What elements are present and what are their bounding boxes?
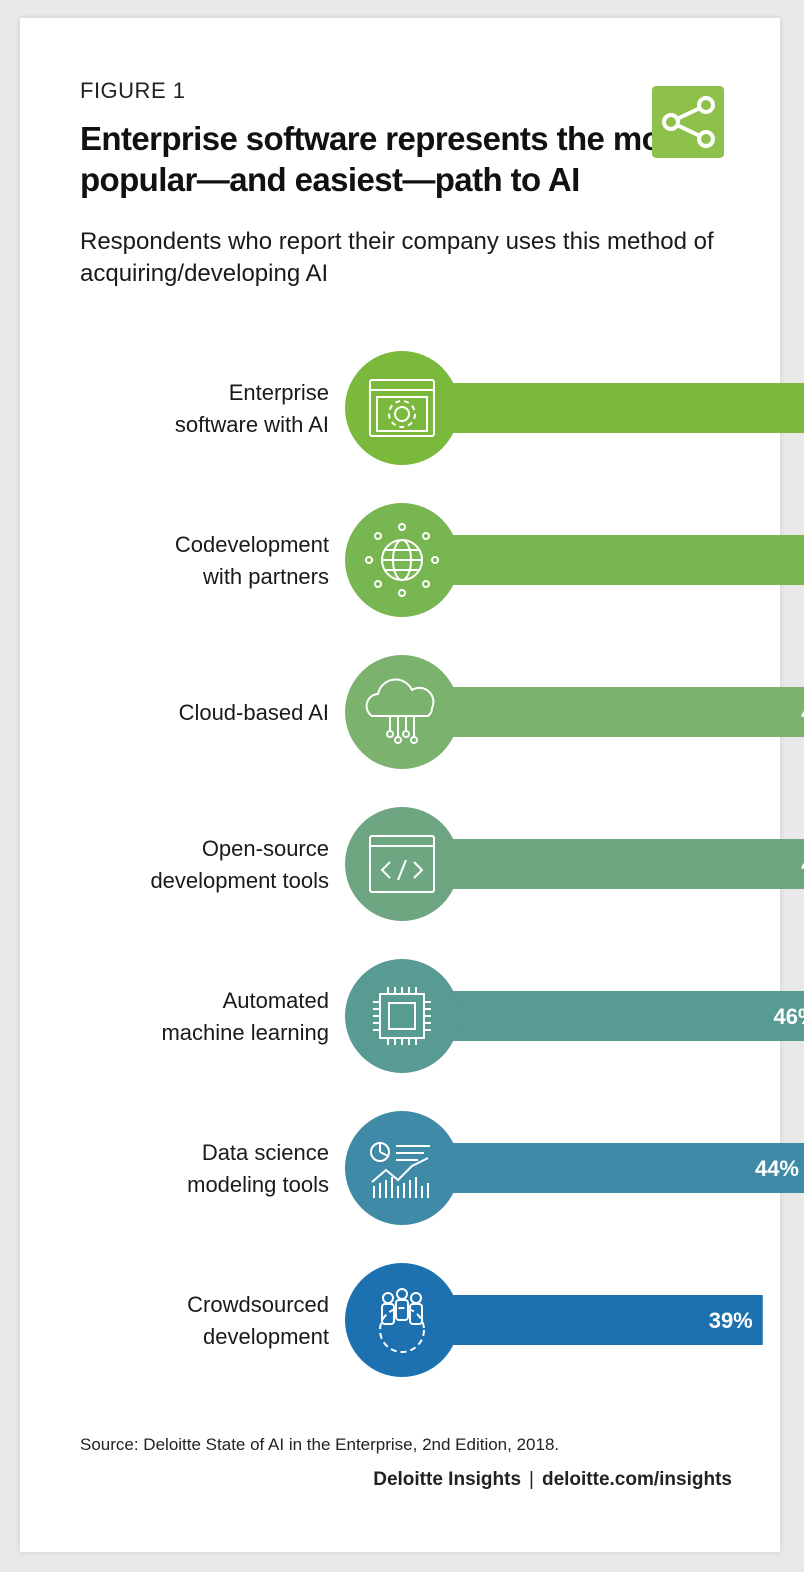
category-label-line: development [203,1324,329,1349]
chart-row: 46% Automated machine learning [161,959,804,1073]
share-icon [662,96,715,148]
cloud-circuit-icon [365,678,435,744]
data-label: 49% [801,852,804,877]
footer-url-link[interactable]: deloitte.com/insights [541,1469,732,1490]
bar-circle [345,807,459,921]
chart-row: 49% Cloud-based AI [179,655,804,769]
bar [402,535,804,585]
bar-circle [345,959,459,1073]
footer: Deloitte Insights | deloitte.com/insights [373,1469,732,1491]
category-label: Automated machine learning [161,988,329,1045]
bar [402,1143,804,1193]
category-label: Codevelopment with partners [175,532,329,589]
category-label-line: Automated [223,988,329,1013]
chip-icon [373,987,431,1045]
data-label: 44% [755,1156,799,1181]
category-label-line: Open-source [202,836,329,861]
category-label-line: software with AI [175,412,329,437]
category-label: Enterprise software with AI [175,380,329,437]
bar-circle [345,1111,459,1225]
chart-row: 39% Crowdsourced development [187,1263,763,1377]
crowd-gear-icon [379,1288,425,1353]
chart-row: 49% Open-source development tools [150,807,804,921]
bar-circle [345,655,459,769]
category-label-line: Cloud-based AI [179,700,329,725]
analytics-chart-icon [370,1142,430,1198]
data-label: 49% [801,700,804,725]
code-window-icon [369,835,435,893]
source-note: Source: Deloitte State of AI in the Ente… [80,1435,560,1454]
software-gear-icon [369,379,435,437]
figure-label: FIGURE 1 [80,78,186,103]
category-label-line: Enterprise [229,380,329,405]
category-label-line: development tools [150,868,329,893]
footer-separator: | [529,1469,534,1490]
category-label-line: Data science [202,1140,329,1165]
globe-network-icon [365,523,439,597]
category-label: Open-source development tools [150,836,329,893]
bar [402,383,804,433]
category-label-line: Crowdsourced [187,1292,329,1317]
chart-row: 44% Data science modeling tools [187,1111,804,1225]
chart-title: Enterprise software represents the most … [80,120,690,198]
share-button[interactable] [652,86,724,158]
bar [402,839,804,889]
data-label: 39% [709,1308,753,1333]
share-button-bg [652,86,724,158]
category-label-line: machine learning [161,1020,329,1045]
footer-brand-link[interactable]: Deloitte Insights [373,1469,522,1490]
category-label-line: modeling tools [187,1172,329,1197]
bar [402,1295,763,1345]
bar [402,991,804,1041]
category-label: Cloud-based AI [179,700,329,725]
category-label: Data science modeling tools [187,1140,329,1197]
category-label-line: Codevelopment [175,532,329,557]
bar [402,687,804,737]
category-label: Crowdsourced development [187,1292,329,1349]
data-label: 46% [773,1004,804,1029]
chart-subtitle: Respondents who report their company use… [80,228,714,287]
category-label-line: with partners [202,564,329,589]
